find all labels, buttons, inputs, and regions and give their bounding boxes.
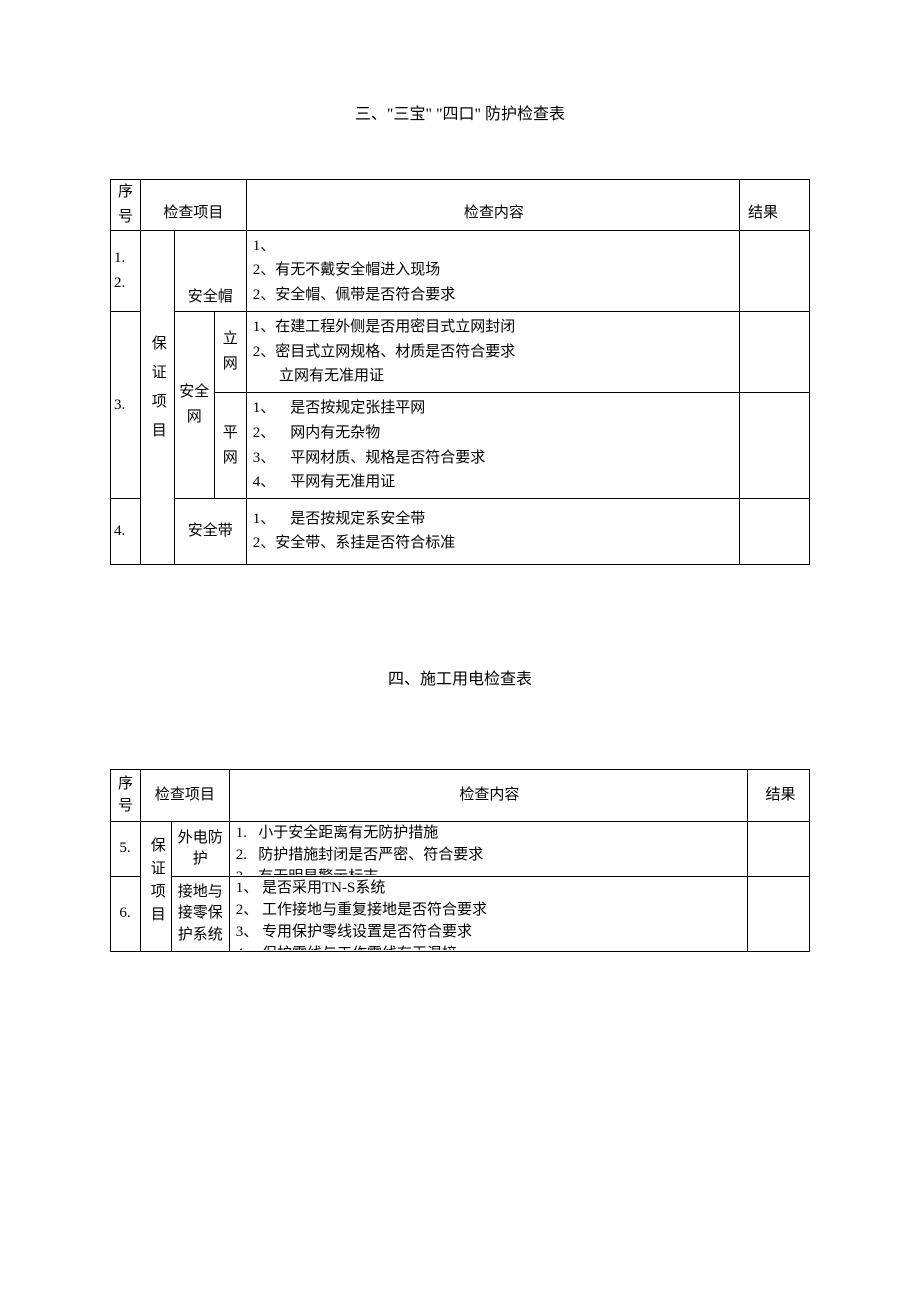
content-cell: 1、在建工程外侧是否用密目式立网封闭 2、密目式立网规格、材质是否符合要求 立网… [253,319,516,385]
sub-item-cell: 平网 [214,393,246,499]
result-cell [748,877,810,952]
header-content: 检查内容 [246,180,739,231]
header-result: 结果 [740,180,810,231]
sub-item-cell: 立网 [214,311,246,392]
seq-cell: 6. [111,877,141,952]
content-cell: 1、 是否按规定系安全带 2、安全带、系挂是否符合标准 [253,511,456,552]
content-cell: 1、 是否按规定张挂平网 2、 网内有无杂物 3、 平网材质、规格是否符合要求 … [253,400,486,490]
result-cell [740,499,810,565]
header-content: 检查内容 [229,769,747,822]
category-cell: 保证项目 [141,230,175,564]
result-cell [740,311,810,392]
category-vertical-text: 保证项目 [145,335,170,451]
table-header-row: 序号 检查项目 检查内容 结果 [111,769,810,822]
seq-cell: 3. [114,397,125,413]
item-cell: 安全帽 [174,230,246,311]
seq-cell: 1. 2. [114,250,125,291]
content-cell: 1、 2、有无不戴安全帽进入现场 2、安全帽、佩带是否符合要求 [253,238,456,304]
result-cell [740,230,810,311]
item-cell: 安全带 [174,499,246,565]
section-title-1: 三、"三宝" "四口" 防护检查表 [110,100,810,124]
header-seq: 序号 [111,180,141,231]
inspection-table-2: 序号 检查项目 检查内容 结果 5. 保证项目 外电防护 1. 小于安全距离有无… [110,769,810,953]
result-cell [740,393,810,499]
header-item: 检查项目 [141,180,247,231]
item-cell: 外电防护 [171,822,229,877]
category-vertical-text: 保证项目 [145,837,167,929]
item-group-cell: 安全网 [174,311,214,498]
table-row: 1. 2. 保证项目 安全帽 1、 2、有无不戴安全帽进入现场 2、安全帽、佩带… [111,230,810,311]
table-row: 平网 1、 是否按规定张挂平网 2、 网内有无杂物 3、 平网材质、规格是否符合… [111,393,810,499]
content-cell: 1、 是否采用TN-S系统 2、 工作接地与重复接地是否符合要求 3、 专用保护… [236,880,487,950]
table-header-row: 序号 检查项目 检查内容 结果 [111,180,810,231]
table-row: 6. 接地与接零保护系统 1、 是否采用TN-S系统 2、 工作接地与重复接地是… [111,877,810,952]
header-result: 结果 [748,769,810,822]
seq-cell: 4. [114,523,125,539]
header-seq: 序号 [111,769,141,822]
result-cell [748,822,810,877]
category-cell: 保证项目 [141,822,172,952]
section-title-2: 四、施工用电检查表 [110,665,810,689]
item-cell: 接地与接零保护系统 [171,877,229,952]
table-row: 4. 安全带 1、 是否按规定系安全带 2、安全带、系挂是否符合标准 [111,499,810,565]
table-row: 3. 安全网 立网 1、在建工程外侧是否用密目式立网封闭 2、密目式立网规格、材… [111,311,810,392]
seq-cell: 5. [111,822,141,877]
content-cell: 1. 小于安全距离有无防护措施 2. 防护措施封闭是否严密、符合要求 3. 有无… [236,825,484,875]
table-row: 5. 保证项目 外电防护 1. 小于安全距离有无防护措施 2. 防护措施封闭是否… [111,822,810,877]
inspection-table-1: 序号 检查项目 检查内容 结果 1. 2. 保证项目 安全帽 1、 2、有无不戴… [110,179,810,565]
header-item: 检查项目 [141,769,230,822]
